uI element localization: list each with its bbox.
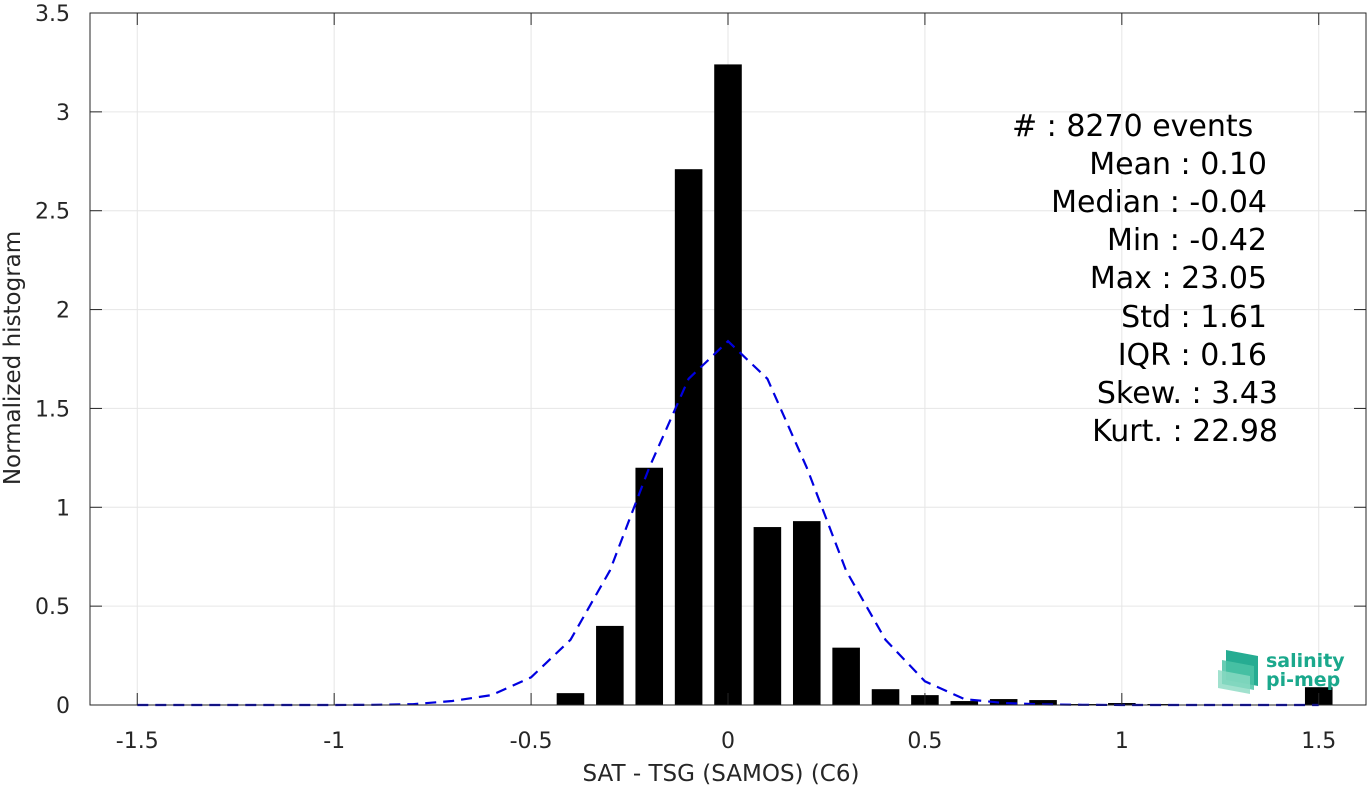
x-tick-label: -0.5 (510, 729, 553, 754)
y-tick-label: 2.5 (35, 200, 70, 225)
y-tick-label: 1 (56, 496, 70, 521)
statistics-annotation: # : 8270 events Mean : 0.10 Median : -0.… (1012, 109, 1278, 449)
x-tick-label: -1.5 (116, 729, 159, 754)
x-tick-label: -1 (323, 729, 345, 754)
y-tick-label: 1.5 (35, 397, 70, 422)
histogram-bars (556, 64, 1333, 706)
salinity-pi-mep-logo: salinity pi-mep (1218, 650, 1345, 694)
histogram-bar (792, 521, 821, 705)
stat-min: Min : -0.42 (1107, 223, 1267, 258)
logo-line2: pi-mep (1266, 669, 1340, 691)
histogram-bar (832, 647, 860, 705)
histogram-bar (871, 689, 900, 705)
stat-count: # : 8270 events (1012, 109, 1253, 144)
stat-mean: Mean : 0.10 (1089, 147, 1267, 182)
y-tick-label: 2 (56, 299, 70, 324)
y-tick-label: 0.5 (35, 595, 70, 620)
histogram-bar (556, 693, 585, 705)
x-tick-label: 0 (721, 729, 735, 754)
histogram-bar (635, 467, 664, 705)
x-axis-label: SAT - TSG (SAMOS) (C6) (583, 761, 860, 785)
x-tick-label: 0.5 (907, 729, 942, 754)
histogram-bar (1029, 700, 1057, 705)
histogram-bar (753, 527, 782, 705)
stat-iqr: IQR : 0.16 (1118, 338, 1267, 373)
stat-skew: Skew. : 3.43 (1097, 376, 1278, 411)
x-tick-label: 1 (1115, 729, 1129, 754)
y-tick-label: 3.5 (35, 2, 70, 27)
stat-std: Std : 1.61 (1121, 300, 1267, 335)
histogram-bar (596, 625, 624, 705)
histogram-bar (674, 169, 703, 706)
stat-median: Median : -0.04 (1051, 185, 1267, 220)
histogram-bar (714, 64, 742, 706)
stat-max: Max : 23.05 (1090, 261, 1267, 296)
histogram-bar (950, 701, 979, 705)
histogram-bar (989, 699, 1018, 705)
axis-ticks: -1.5 -1 -0.5 0 0.5 1 1.5 0 0.5 1 1.5 2 2.5 3 3.5 (35, 2, 1366, 754)
y-tick-label: 0 (56, 694, 70, 719)
stat-kurt: Kurt. : 22.98 (1092, 414, 1278, 449)
wave-icon (1218, 650, 1258, 694)
y-tick-label: 3 (56, 101, 70, 126)
x-tick-label: 1.5 (1301, 729, 1336, 754)
logo-line1: salinity (1266, 650, 1345, 672)
y-axis-label: Normalized histogram (0, 231, 26, 485)
